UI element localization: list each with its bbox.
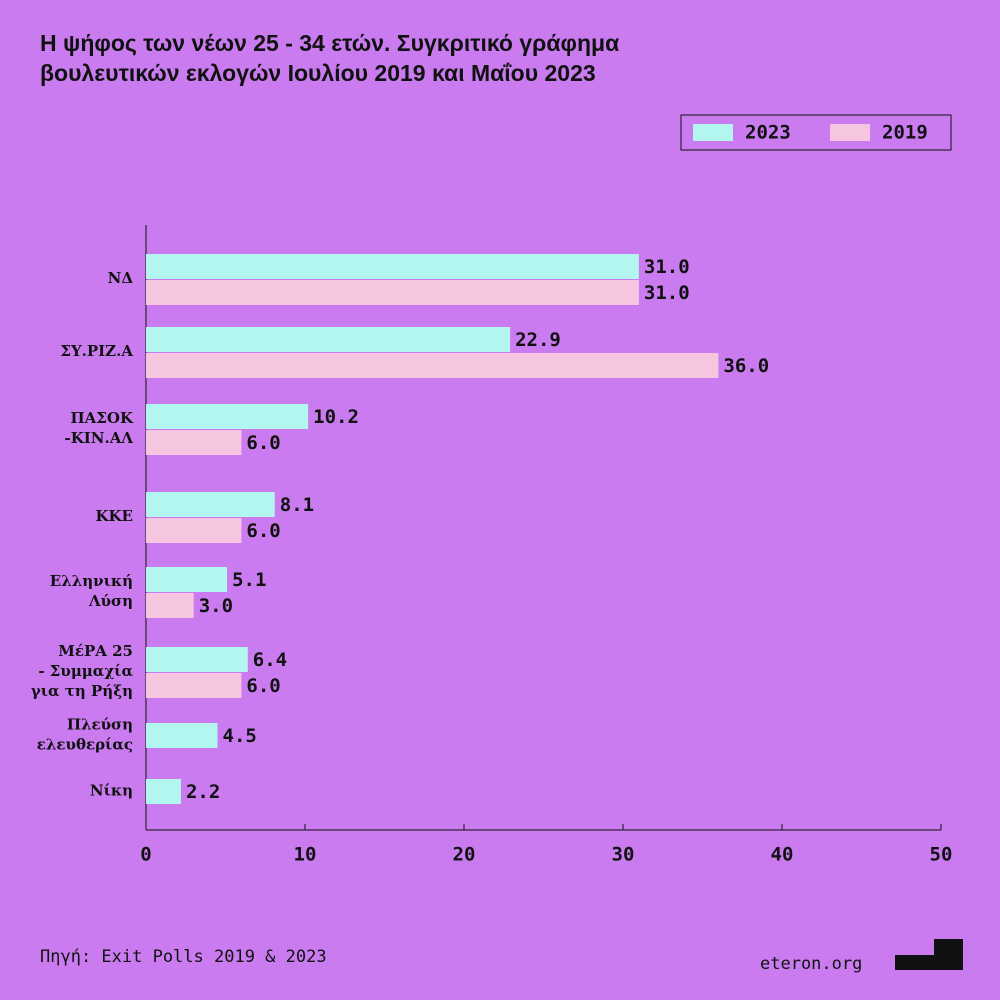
x-tick-label: 0: [140, 844, 151, 866]
legend-box: [680, 114, 952, 151]
legend-swatch: [693, 124, 733, 141]
logo: [934, 939, 963, 956]
value-label: 6.0: [246, 675, 280, 697]
bar: [146, 430, 242, 455]
category-label: Πλεύση: [67, 716, 133, 734]
bar: [146, 404, 309, 429]
value-label: 22.9: [515, 329, 561, 351]
x-tick-label: 40: [771, 844, 794, 866]
chart-title: βουλευτικών εκλογών Ιουλίου 2019 και Μαΐ…: [40, 60, 596, 86]
value-label: 6.4: [253, 649, 287, 671]
source: Πηγή: Exit Polls 2019 & 2023: [40, 947, 327, 967]
bar: [146, 673, 242, 698]
value-label: 31.0: [644, 282, 690, 304]
category-label: -ΚΙΝ.ΑΛ: [65, 429, 134, 447]
legend-label: 2023: [745, 122, 791, 144]
brand: eteron.org: [760, 954, 862, 974]
category-label: για τη Ρήξη: [31, 682, 133, 700]
category-label: ελευθερίας: [37, 736, 133, 754]
legend-swatch: [830, 124, 870, 141]
category-label: Ελληνική: [50, 572, 133, 590]
chart-title: Η ψήφος των νέων 25 - 34 ετών. Συγκριτικ…: [40, 30, 619, 56]
bar: [146, 280, 639, 305]
bar: [146, 567, 228, 592]
value-label: 6.0: [246, 520, 280, 542]
value-label: 3.0: [199, 595, 233, 617]
category-label: ΝΔ: [108, 269, 134, 287]
value-label: 4.5: [223, 725, 257, 747]
x-tick-label: 30: [612, 844, 635, 866]
value-label: 6.0: [246, 432, 280, 454]
bar: [146, 518, 242, 543]
bar: [146, 779, 181, 804]
category-label: Νίκη: [90, 782, 133, 800]
category-label: ΜέΡΑ 25: [58, 642, 133, 660]
value-label: 36.0: [723, 355, 769, 377]
x-tick-label: 10: [294, 844, 317, 866]
bar: [146, 492, 275, 517]
logo: [895, 955, 963, 970]
value-label: 8.1: [280, 494, 314, 516]
value-label: 31.0: [644, 256, 690, 278]
category-label: Λύση: [88, 592, 133, 610]
bar: [146, 723, 218, 748]
category-label: ΣΥ.ΡΙΖ.Α: [60, 342, 133, 360]
value-label: 2.2: [186, 781, 220, 803]
bar: [146, 353, 719, 378]
category-label: ΠΑΣΟΚ: [70, 409, 133, 427]
x-tick-label: 50: [930, 844, 953, 866]
value-label: 10.2: [313, 406, 359, 428]
x-tick-label: 20: [453, 844, 476, 866]
legend-label: 2019: [882, 122, 928, 144]
category-label: - Συμμαχία: [38, 662, 133, 680]
bar: [146, 254, 639, 279]
category-label: ΚΚΕ: [95, 507, 133, 525]
bar: [146, 647, 248, 672]
value-label: 5.1: [232, 569, 266, 591]
bar: [146, 327, 511, 352]
bar: [146, 593, 194, 618]
